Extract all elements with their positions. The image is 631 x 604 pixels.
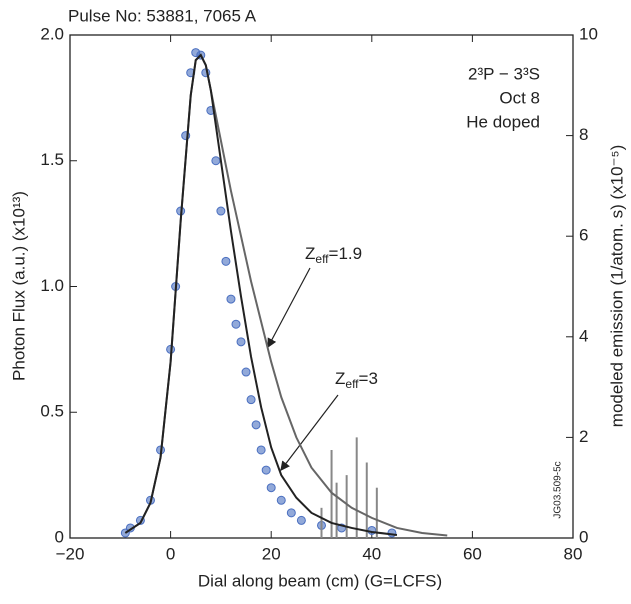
model-label-text: =1.9 [329,244,363,263]
data-point [251,420,261,430]
x-axis-label: Dial along beam (cm) (G=LCFS) [198,571,442,590]
model-label-sub: eff [315,252,329,266]
y2-tick-label: 6 [579,226,588,245]
y-tick-label: 2.0 [40,24,64,43]
data-point [387,528,397,538]
x-tick-label: 0 [166,544,175,563]
x-tick-label: −20 [56,544,85,563]
data-point [296,515,306,525]
data-point [256,445,266,455]
data-point [216,206,226,216]
data-point [246,395,256,405]
annotation: He doped [466,112,540,131]
x-tick-label: 60 [463,544,482,563]
chart-title: Pulse No: 53881, 7065 A [68,6,257,25]
arrow [267,267,311,349]
model-label: Zeff=1.9 [305,244,362,266]
model-label-sub: eff [345,377,359,391]
data-point [286,508,296,518]
figure-code: JG03.509-5c [553,461,564,518]
y2-tick-label: 8 [579,125,588,144]
data-point [211,156,221,166]
y-axis-label: Photon Flux (a.u.) (x10¹³) [9,191,28,381]
x-tick-label: 40 [362,544,381,563]
y2-axis-label: modeled emission (1/atom. s) (x10⁻⁵) [607,145,626,427]
y2-tick-label: 2 [579,427,588,446]
annotation: Oct 8 [499,88,540,107]
data-point [241,367,251,377]
x-tick-label: 80 [564,544,583,563]
y2-tick-label: 10 [579,24,598,43]
y-tick-label: 1.0 [40,276,64,295]
y2-tick-label: 4 [579,326,588,345]
data-point [231,319,241,329]
annotation: 2³P − 3³S [468,64,540,83]
x-tick-label: 20 [262,544,281,563]
data-point [266,483,276,493]
arrow [280,394,339,471]
data-point [226,294,236,304]
model-label: Zeff=3 [335,369,378,391]
plot-frame [69,34,574,539]
model-line [124,53,398,536]
data-point [236,337,246,347]
data-point [276,495,286,505]
y-tick-label: 0.5 [40,402,64,421]
model-label-symbol: Z [305,244,315,263]
model-label-symbol: Z [335,369,345,388]
y2-tick-label: 0 [579,527,588,546]
model-label-text: =3 [359,369,378,388]
data-point [221,256,231,266]
y-tick-label: 0 [55,527,64,546]
data-point [261,465,271,475]
y-tick-label: 1.5 [40,150,64,169]
